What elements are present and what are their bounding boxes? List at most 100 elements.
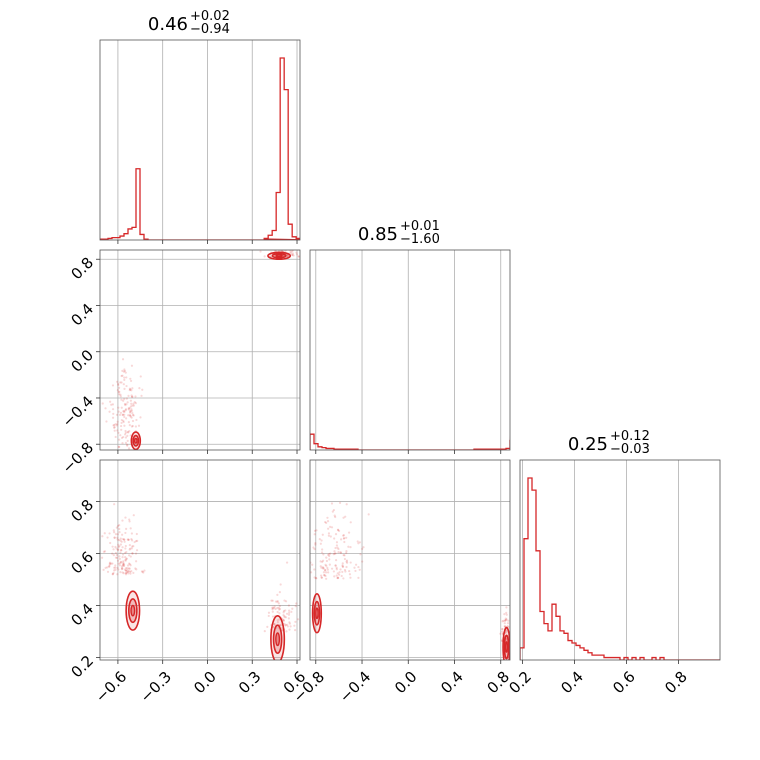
sample-point [313, 529, 317, 532]
sample-point [125, 571, 128, 575]
panel-frame [519, 459, 721, 661]
sample-point [114, 568, 117, 571]
x-tick-label: 0.8 [661, 668, 691, 698]
sample-point [357, 542, 360, 545]
sample-point [297, 563, 299, 565]
sample-point [121, 452, 123, 454]
sample-point [322, 571, 326, 574]
sample-point [131, 413, 135, 417]
sample-point [103, 550, 107, 553]
sample-point [338, 571, 341, 574]
panel-content [297, 501, 510, 660]
sample-point [111, 562, 114, 565]
sample-point [124, 569, 128, 572]
sample-point [124, 408, 128, 411]
sample-point [136, 539, 139, 543]
sample-point [367, 513, 370, 516]
sample-point [313, 533, 316, 536]
contour-mid [128, 598, 138, 624]
sample-point [337, 551, 340, 554]
sample-point [120, 549, 123, 552]
y-tick-label: 0.8 [67, 254, 97, 284]
panel-2-1 [297, 459, 511, 664]
sample-point [327, 553, 330, 556]
sample-point [116, 429, 119, 432]
sample-point [341, 564, 344, 567]
sample-point [114, 556, 118, 559]
sample-point [288, 609, 291, 612]
sample-point [132, 404, 135, 407]
sample-point [126, 569, 129, 572]
sample-point [125, 403, 128, 406]
sample-point [104, 566, 107, 569]
sample-point [301, 253, 303, 255]
sample-point [131, 545, 134, 548]
sample-point [291, 252, 295, 255]
sample-point [122, 399, 125, 402]
sample-point [122, 435, 125, 439]
sample-point [104, 407, 107, 410]
sample-point [271, 606, 274, 609]
sample-point [335, 566, 338, 569]
sample-point [117, 543, 120, 546]
sample-point [347, 545, 350, 548]
sample-point [108, 561, 112, 564]
sample-point [126, 570, 130, 573]
sample-point [313, 576, 316, 579]
sample-point [349, 561, 352, 564]
sample-point [302, 250, 304, 252]
sample-point [118, 393, 121, 396]
param-title-value: 0.85 [358, 224, 398, 245]
sample-point [101, 402, 104, 405]
sample-point [125, 550, 128, 554]
sample-point [94, 548, 96, 550]
sample-point [354, 563, 358, 566]
sample-point [135, 540, 138, 543]
sample-point [113, 566, 116, 569]
sample-point [119, 560, 122, 563]
sample-point [312, 546, 315, 549]
contour-mid [272, 624, 283, 655]
sample-point [127, 414, 130, 417]
sample-point [111, 384, 115, 387]
sample-point [283, 615, 286, 618]
sample-point [501, 627, 504, 631]
sample-point [112, 529, 115, 532]
sample-point [332, 508, 335, 512]
sample-point [118, 523, 121, 527]
sample-point [119, 537, 122, 540]
sample-point [117, 524, 120, 528]
sample-point [137, 424, 141, 427]
sample-point [341, 565, 345, 568]
sample-point [284, 250, 287, 252]
sample-point [116, 422, 119, 426]
sample-point [295, 251, 298, 254]
sample-point [132, 545, 135, 548]
sample-point [116, 533, 119, 536]
sample-point [101, 556, 104, 559]
sample-point [294, 620, 297, 623]
sample-point [324, 571, 328, 574]
sample-point [129, 434, 132, 437]
sample-point [333, 550, 336, 553]
sample-point [267, 247, 269, 249]
sample-point [271, 607, 274, 610]
sample-point [273, 606, 276, 609]
sample-point [342, 534, 345, 537]
sample-point [268, 247, 270, 249]
sample-point [315, 529, 318, 532]
sample-point [112, 412, 115, 415]
sample-point [358, 541, 362, 544]
sample-point [278, 591, 281, 594]
sample-point [319, 574, 323, 577]
sample-point [342, 577, 345, 580]
sample-point [116, 538, 119, 541]
sample-point [134, 567, 137, 570]
sample-point [120, 381, 123, 384]
sample-point [120, 566, 124, 569]
sample-point [323, 569, 327, 572]
sample-point [314, 576, 318, 580]
sample-point [129, 570, 132, 574]
sample-point [273, 605, 276, 608]
sample-point [307, 565, 309, 567]
